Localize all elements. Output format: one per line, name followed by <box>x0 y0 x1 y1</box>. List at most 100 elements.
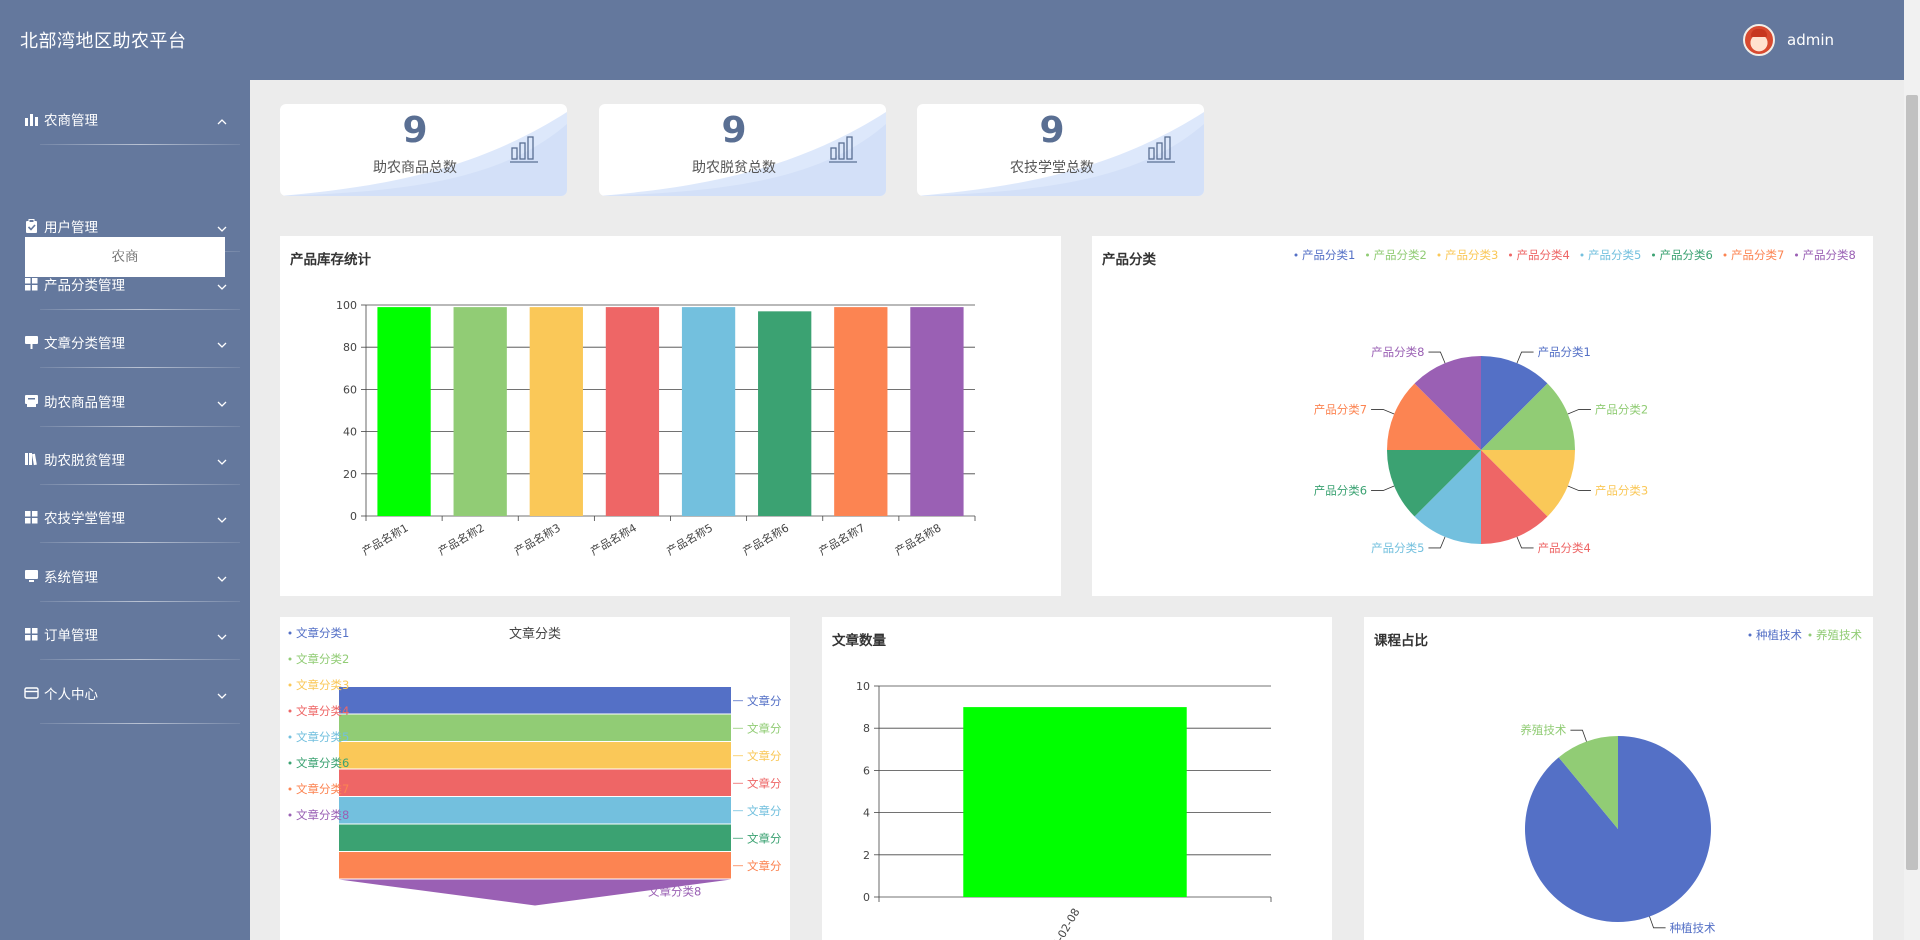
chevron-down-icon[interactable] <box>217 627 227 640</box>
legend-item[interactable]: 文章分类2 <box>296 652 349 666</box>
chevron-down-icon[interactable] <box>217 277 227 290</box>
library-icon <box>24 451 39 466</box>
bar[interactable] <box>453 307 507 516</box>
pie-slice[interactable] <box>1481 383 1575 450</box>
legend-item[interactable]: 产品分类8 <box>1803 248 1856 262</box>
pie-slice[interactable] <box>1481 356 1548 450</box>
legend-item[interactable]: 文章分类7 <box>296 782 349 796</box>
inventory-panel: 产品库存统计 0 20 40 60 80 100 产品名称1 产品名称2 产品名称3 产品名称4 产… <box>280 236 1061 596</box>
funnel-segment[interactable] <box>339 824 731 852</box>
signboard-icon <box>24 334 39 349</box>
funnel-segment[interactable] <box>339 769 731 797</box>
funnel-segment[interactable] <box>339 687 731 714</box>
sidebar-item-5[interactable]: 助农商品管理 <box>0 380 250 420</box>
sidebar: 农商 农商管理用户管理产品分类管理文章分类管理助农商品管理 助农脱贫管理 农技学堂管… <box>0 80 250 940</box>
legend-marker <box>1748 633 1752 637</box>
pie-label: 产品分类5 <box>1371 541 1424 555</box>
username[interactable]: admin <box>1787 31 1834 49</box>
funnel-segment[interactable] <box>339 852 731 879</box>
sidebar-item-1[interactable]: 农商管理 <box>0 98 250 138</box>
panel-title: 课程占比 <box>1374 633 1428 649</box>
funnel-label: 文章分 <box>747 831 782 845</box>
legend-item[interactable]: 文章分类1 <box>296 626 349 640</box>
legend-marker <box>1580 253 1584 257</box>
sidebar-item-8[interactable]: 系统管理 <box>0 555 250 595</box>
y-tick-label: 6 <box>863 764 870 777</box>
bar[interactable] <box>529 307 583 516</box>
sidebar-item-label: 订单管理 <box>44 628 98 644</box>
scrollbar-thumb[interactable] <box>1906 95 1918 870</box>
bar[interactable] <box>681 307 736 516</box>
legend-item[interactable]: 文章分类4 <box>296 704 349 718</box>
legend-marker <box>288 813 292 817</box>
legend-item[interactable]: 文章分类8 <box>296 808 349 822</box>
bar[interactable] <box>377 307 431 516</box>
pie-label-line <box>1428 536 1446 549</box>
legend-marker <box>288 631 292 635</box>
legend-item[interactable]: 种植技术 <box>1756 628 1802 642</box>
menu-divider <box>40 309 240 310</box>
funnel-segment[interactable] <box>339 879 731 906</box>
legend-item[interactable]: 产品分类6 <box>1660 248 1713 262</box>
funnel-segment[interactable] <box>339 714 731 742</box>
legend-item[interactable]: 文章分类6 <box>296 756 349 770</box>
pie-slice[interactable] <box>1387 383 1481 450</box>
legend-item[interactable]: 产品分类3 <box>1445 248 1498 262</box>
sidebar-item-4[interactable]: 文章分类管理 <box>0 321 250 361</box>
chevron-up-icon[interactable] <box>217 112 227 125</box>
sidebar-item-3[interactable]: 产品分类管理 <box>0 263 250 303</box>
bar[interactable] <box>605 307 660 516</box>
sidebar-item-label: 文章分类管理 <box>44 336 125 352</box>
bar-chart-icon <box>510 136 538 163</box>
chevron-down-icon[interactable] <box>217 569 227 582</box>
legend-item[interactable]: 产品分类4 <box>1517 248 1570 262</box>
x-tick-label: 产品名称8 <box>892 520 943 558</box>
pie-slice[interactable] <box>1414 450 1481 544</box>
legend-item[interactable]: 产品分类1 <box>1302 248 1355 262</box>
legend-item[interactable]: 产品分类7 <box>1731 248 1784 262</box>
user-menu[interactable]: admin <box>1743 24 1834 56</box>
avatar[interactable] <box>1743 24 1775 56</box>
bar[interactable] <box>834 307 888 516</box>
sidebar-item-7[interactable]: 农技学堂管理 <box>0 496 250 536</box>
legend-item[interactable]: 文章分类5 <box>296 730 349 744</box>
pie-label: 产品分类1 <box>1538 345 1591 359</box>
pie-label: 种植技术 <box>1670 921 1716 935</box>
chevron-down-icon[interactable] <box>217 335 227 348</box>
pie-slice[interactable] <box>1387 450 1481 517</box>
legend-marker <box>1795 253 1798 257</box>
stat-card: 9 农技学堂总数 <box>917 104 1204 196</box>
chevron-down-icon[interactable] <box>217 452 227 465</box>
pie-slice[interactable] <box>1481 450 1548 544</box>
bar[interactable] <box>758 311 812 516</box>
pie-slice[interactable] <box>1558 736 1618 829</box>
pie-slice[interactable] <box>1481 450 1575 517</box>
legend-marker <box>1294 253 1298 257</box>
sidebar-item-9[interactable]: 订单管理 <box>0 613 250 653</box>
legend-marker <box>1808 633 1812 637</box>
legend-item[interactable]: 养殖技术 <box>1816 628 1862 642</box>
card-wave-decoration <box>917 112 1204 196</box>
sidebar-item-6[interactable]: 助农脱贫管理 <box>0 438 250 478</box>
chevron-down-icon[interactable] <box>217 219 227 232</box>
pie-label: 产品分类4 <box>1538 541 1591 555</box>
bar[interactable] <box>910 307 964 516</box>
chevron-down-icon[interactable] <box>217 686 227 699</box>
legend-item[interactable]: 产品分类5 <box>1588 248 1641 262</box>
inventory-chart: 0 20 40 60 80 100 产品名称1 产品名称2 产品名称3 产品名称4 产品名称5 产品名… <box>336 299 976 558</box>
chevron-down-icon[interactable] <box>217 394 227 407</box>
bar[interactable] <box>963 707 1187 897</box>
sidebar-item-2[interactable]: 用户管理 <box>0 205 250 245</box>
funnel-segment[interactable] <box>339 797 731 824</box>
legend-item[interactable]: 产品分类2 <box>1374 248 1427 262</box>
x-tick-label: 产品名称5 <box>664 520 715 558</box>
funnel-segment[interactable] <box>339 742 731 769</box>
sidebar-item-10[interactable]: 个人中心 <box>0 672 250 712</box>
chevron-down-icon[interactable] <box>217 510 227 523</box>
bar-chart-icon <box>24 111 39 126</box>
pie-slice[interactable] <box>1414 356 1481 450</box>
top-header: 北部湾地区助农平台 admin <box>0 0 1904 80</box>
y-tick-label: 0 <box>863 891 870 904</box>
sidebar-subitem-nongshang[interactable]: 农商 <box>25 237 225 277</box>
legend-item[interactable]: 文章分类3 <box>296 678 349 692</box>
